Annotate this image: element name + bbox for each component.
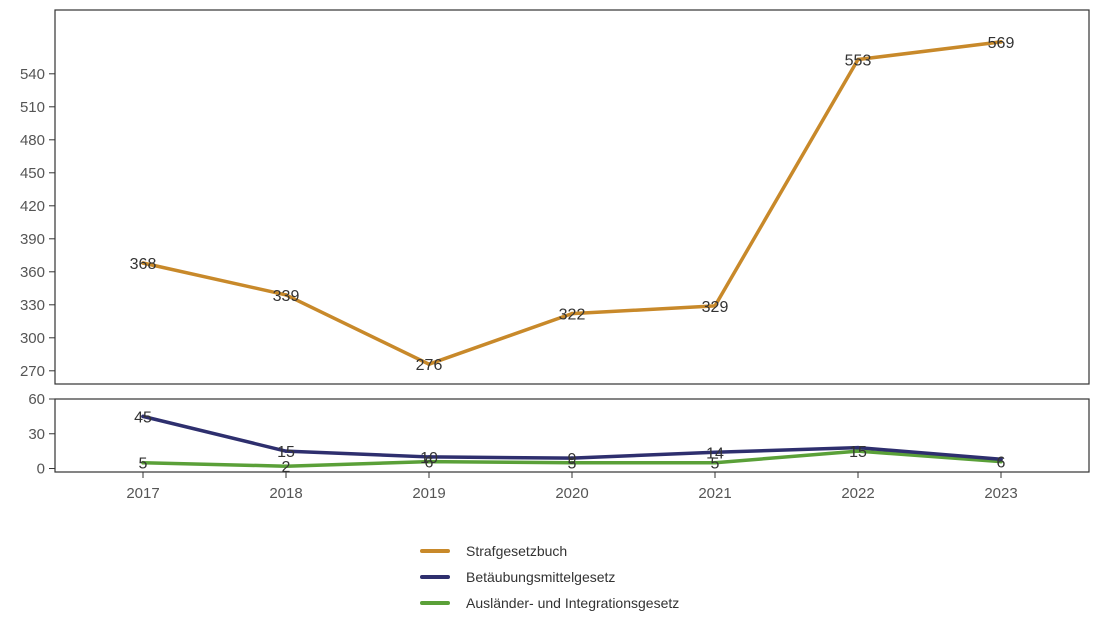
data-label: 276 [416, 357, 443, 374]
data-label: 569 [988, 35, 1015, 52]
data-point [284, 293, 288, 297]
data-label: 15 [849, 444, 867, 461]
data-label: 10 [420, 450, 438, 467]
legend-item-strafgesetzbuch: Strafgesetzbuch [420, 538, 679, 564]
series-layer [141, 40, 1003, 469]
data-label: 322 [559, 307, 586, 324]
x-tick-label: 2022 [841, 485, 874, 502]
data-point [427, 459, 431, 464]
data-point [713, 304, 717, 308]
legend-label: Ausländer- und Integrationsgesetz [466, 595, 680, 611]
y-tick-label: 330 [20, 297, 45, 314]
y-tick-label: 30 [28, 426, 45, 443]
data-point [141, 414, 145, 419]
data-label: 5 [711, 456, 720, 473]
data-point [713, 460, 717, 465]
legend-swatch-auslaender-integrationsgesetz [420, 601, 450, 605]
x-tick-label: 2021 [698, 485, 731, 502]
data-label: 45 [134, 409, 152, 426]
data-point [713, 450, 717, 455]
legend-item-auslaender-integrationsgesetz: Ausländer- und Integrationsgesetz [420, 590, 679, 616]
data-point [284, 464, 288, 469]
y-tick-label: 0 [37, 461, 45, 478]
data-point [570, 311, 574, 316]
data-label: 553 [845, 53, 872, 70]
legend-swatch-strafgesetzbuch [420, 549, 450, 553]
data-point [856, 445, 860, 450]
data-label: 368 [130, 256, 157, 273]
legend-label: Strafgesetzbuch [466, 543, 568, 559]
data-point [427, 362, 431, 367]
data-label: 329 [702, 299, 729, 316]
legend: Strafgesetzbuch Betäubungsmittelgesetz A… [420, 538, 679, 616]
legend-label: Betäubungsmittelgesetz [466, 569, 616, 585]
data-point [856, 57, 860, 62]
data-point [999, 457, 1003, 462]
x-axis: 2017 2018 2019 2020 2021 2022 2023 [126, 472, 1018, 502]
x-tick-label: 2019 [412, 485, 445, 502]
y-tick-label: 300 [20, 330, 45, 347]
y-tick-label: 360 [20, 264, 45, 281]
y-tick-label: 390 [20, 231, 45, 248]
x-tick-label: 2020 [555, 485, 588, 502]
y-tick-label: 450 [20, 165, 45, 182]
data-label: 9 [568, 451, 577, 468]
y-tick-label: 480 [20, 132, 45, 149]
data-point [284, 449, 288, 453]
y-tick-label: 60 [28, 391, 45, 408]
data-point [427, 455, 431, 459]
legend-swatch-betaeubungsmittelgesetz [420, 575, 450, 579]
data-point [856, 449, 860, 453]
data-label: 15 [277, 444, 295, 461]
data-label: 6 [997, 455, 1006, 472]
data-label: 6 [425, 455, 434, 472]
data-label: 5 [568, 456, 577, 473]
legend-item-betaeubungsmittelgesetz: Betäubungsmittelgesetz [420, 564, 679, 590]
data-point [570, 456, 574, 460]
bottom-y-axis: 0 30 60 [28, 391, 55, 478]
y-tick-label: 270 [20, 363, 45, 380]
data-point [999, 40, 1003, 44]
x-tick-label: 2023 [984, 485, 1017, 502]
top-panel-frame [54, 9, 1090, 385]
data-label: 339 [273, 288, 300, 305]
data-point [141, 261, 145, 265]
y-tick-label: 510 [20, 99, 45, 116]
data-point [570, 460, 574, 465]
data-label: 5 [139, 456, 148, 473]
x-tick-label: 2018 [269, 485, 302, 502]
data-label: 14 [706, 445, 724, 462]
top-y-axis: 270 300 330 360 390 420 450 480 510 540 [20, 66, 55, 380]
data-point [141, 460, 145, 465]
data-label: 2 [282, 459, 291, 476]
y-tick-label: 540 [20, 66, 45, 83]
y-tick-label: 420 [20, 198, 45, 215]
x-tick-label: 2017 [126, 485, 159, 502]
